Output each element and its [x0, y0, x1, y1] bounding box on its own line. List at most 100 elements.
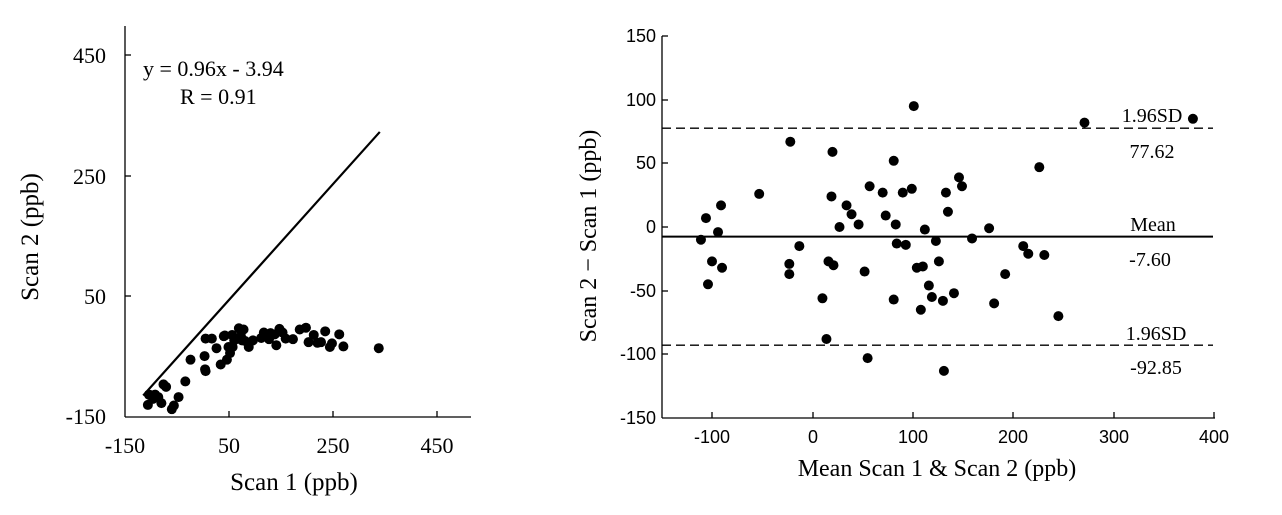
data-point: [287, 334, 298, 345]
data-point: [158, 379, 169, 390]
data-point: [247, 335, 258, 346]
data-point: [937, 295, 948, 306]
data-point: [326, 338, 337, 349]
mean-label: Mean: [1130, 214, 1176, 236]
data-point: [1000, 269, 1011, 280]
data-point: [308, 329, 319, 340]
right-x-tick-label: 400: [1199, 427, 1229, 447]
data-point: [168, 400, 179, 411]
data-point: [702, 279, 713, 290]
data-point: [890, 219, 901, 230]
right-y-tick-label: 0: [646, 217, 656, 237]
data-point: [888, 155, 899, 166]
data-point: [967, 233, 978, 244]
regression-line: [142, 131, 381, 397]
right-x-tick-label: 200: [998, 427, 1028, 447]
data-point: [917, 261, 928, 272]
data-point: [828, 260, 839, 271]
left-plot-area: [142, 131, 384, 415]
data-point: [316, 337, 327, 348]
data-point: [897, 187, 908, 198]
data-point: [211, 343, 222, 354]
left-y-tick-label: 250: [73, 164, 106, 189]
data-point: [956, 181, 967, 192]
data-point: [373, 343, 384, 354]
data-point: [919, 224, 930, 235]
data-point: [784, 269, 795, 280]
data-point: [219, 330, 230, 341]
data-point: [826, 191, 837, 202]
data-point: [864, 181, 875, 192]
data-point: [1039, 250, 1050, 261]
data-point: [206, 333, 217, 344]
data-point: [784, 258, 795, 269]
data-point: [754, 188, 765, 199]
left-y-ticks: [125, 54, 131, 297]
data-point: [846, 209, 857, 220]
data-point: [173, 392, 184, 403]
regression-equation: y = 0.96x - 3.94: [143, 56, 284, 81]
correlation-label: R = 0.91: [180, 84, 257, 109]
data-point: [930, 236, 941, 247]
data-point: [280, 333, 291, 344]
data-point: [834, 222, 845, 232]
lower-limit-value: -92.85: [1130, 357, 1182, 379]
data-point: [877, 187, 888, 198]
data-point: [303, 337, 314, 348]
data-point: [717, 262, 728, 273]
left-y-tick-label: -150: [66, 404, 106, 429]
right-x-tick-label: 300: [1099, 427, 1129, 447]
left-x-tick-label: -150: [105, 433, 145, 458]
data-point: [859, 266, 870, 277]
left-x-axis-title: Scan 1 (ppb): [230, 469, 358, 496]
data-point: [334, 329, 345, 340]
right-x-ticks: [711, 412, 1215, 418]
data-point: [200, 366, 211, 377]
right-x-tick-label: 0: [808, 427, 818, 447]
right-y-tick-label: 100: [626, 90, 656, 110]
data-point: [827, 146, 838, 157]
data-point: [716, 200, 727, 211]
data-point: [908, 101, 919, 112]
right-y-tick-label: 150: [626, 26, 656, 46]
right-plot-area: [695, 101, 1198, 376]
upper-limit-value: 77.62: [1130, 141, 1175, 163]
data-point: [1187, 113, 1198, 124]
right-x-tick-label: 100: [898, 427, 928, 447]
data-point: [984, 223, 995, 234]
data-point: [880, 210, 891, 221]
left-x-tick-label: 450: [421, 433, 454, 458]
data-point: [915, 304, 926, 315]
data-point: [891, 238, 902, 249]
data-point: [180, 376, 191, 387]
data-point: [841, 200, 852, 211]
data-point: [238, 324, 249, 335]
right-chart: 150 100 50 0 -50 -100 -150 -100 0 100 20…: [576, 26, 1229, 482]
right-y-ticks: [662, 35, 668, 355]
data-point: [338, 341, 349, 352]
data-point: [989, 298, 1000, 309]
data-point: [821, 334, 832, 345]
data-point: [948, 288, 959, 299]
data-point: [942, 206, 953, 217]
right-y-tick-label: -150: [620, 408, 656, 428]
data-point: [926, 292, 937, 303]
data-point: [933, 256, 944, 267]
data-point: [156, 398, 167, 409]
left-chart: 450 250 50 -150 -150 50 250 450 Scan 1 (…: [17, 26, 471, 496]
data-point: [271, 340, 282, 351]
upper-limit-label: 1.96SD: [1122, 105, 1183, 127]
right-y-tick-label: -100: [620, 344, 656, 364]
data-point: [940, 187, 951, 198]
left-y-axis-title: Scan 2 (ppb): [17, 173, 44, 301]
data-point: [300, 322, 311, 333]
data-point: [1023, 248, 1034, 259]
data-point: [320, 326, 331, 337]
left-y-tick-label: 50: [84, 284, 106, 309]
right-y-tick-label: -50: [630, 281, 656, 301]
right-x-tick-label: -100: [694, 427, 730, 447]
mean-value: -7.60: [1129, 249, 1171, 271]
data-point: [953, 172, 964, 183]
data-point: [1079, 117, 1090, 128]
